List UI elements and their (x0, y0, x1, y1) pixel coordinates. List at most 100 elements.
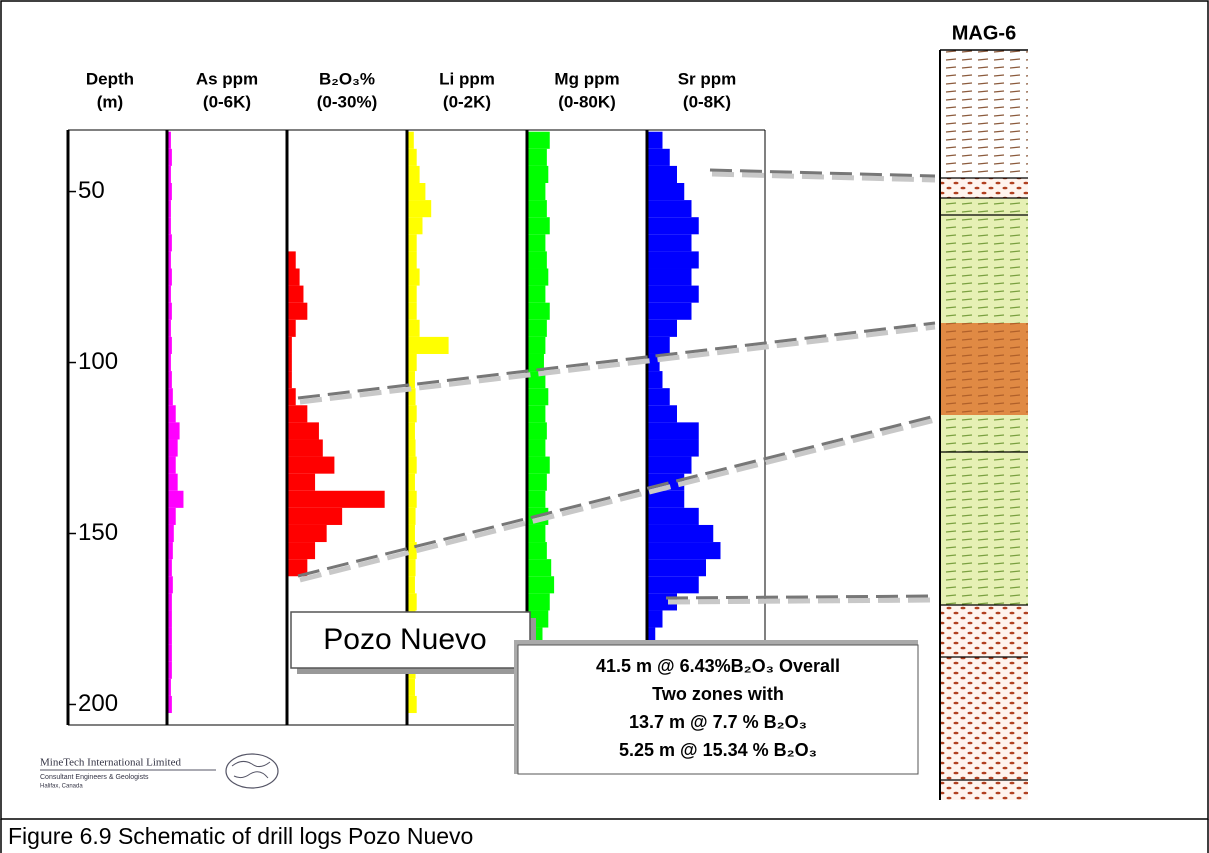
log-bar (528, 337, 545, 354)
legend-range: (0-80K) (558, 92, 616, 111)
log-bar (648, 251, 699, 268)
log-bar (408, 268, 420, 285)
log-bar (528, 405, 545, 422)
callout: Pozo Nuevo (323, 623, 486, 656)
log-bar (408, 234, 417, 251)
log-bar (408, 303, 417, 320)
logo-text: Halifax, Canada (40, 784, 83, 790)
log-bar (528, 320, 547, 337)
log-bar (528, 525, 545, 542)
annotation: 13.7 m @ 7.7 % B₂O₃ (629, 712, 807, 732)
logo-name: MineTech International Limited (40, 757, 181, 769)
log-bar (408, 149, 417, 166)
log-bar (288, 388, 296, 405)
log-bar (408, 320, 420, 337)
log-bar (648, 405, 677, 422)
log-bar (288, 286, 303, 303)
log-bar (288, 354, 292, 371)
annotation: 41.5 m @ 6.43%B₂O₃ Overall (596, 656, 840, 676)
log-bar (288, 525, 327, 542)
log-bar (408, 337, 449, 354)
page: {"chart_data":{"type":"well-log", "depth… (0, 0, 1209, 853)
log-bar (648, 303, 692, 320)
layer (940, 198, 1028, 323)
log-bar (168, 337, 172, 354)
log-bar (408, 200, 431, 217)
log-bar (408, 593, 417, 610)
log-bar (648, 559, 706, 576)
log-bar (408, 474, 415, 491)
legend-name: Mg ppm (554, 69, 619, 88)
log-bar (408, 542, 417, 559)
depth-label: Depth (86, 69, 134, 88)
log-bar (168, 422, 180, 439)
log-bar (528, 388, 548, 405)
log-bar (648, 200, 692, 217)
log-bar (648, 388, 670, 405)
log-bar (648, 525, 713, 542)
log-bar (408, 457, 417, 474)
column-title: MAG-6 (952, 22, 1016, 44)
log-bar (168, 474, 178, 491)
log-bar (408, 217, 423, 234)
log-bar (528, 422, 547, 439)
log-bar (528, 251, 547, 268)
legend-name: B₂O₃% (319, 69, 375, 88)
log-bar (408, 132, 414, 149)
log-bar (648, 542, 721, 559)
log-bar (168, 303, 172, 320)
log-bar (528, 542, 547, 559)
y-tick-label: 100 (78, 348, 118, 375)
log-bar (408, 286, 417, 303)
log-bar (168, 388, 173, 405)
annotation: Two zones with (652, 684, 784, 704)
log-bar (528, 474, 547, 491)
log-bar (528, 166, 548, 183)
log-bar (648, 183, 684, 200)
legend-range: (0-8K) (683, 92, 731, 111)
lithology-column: MAG-6 (940, 22, 1028, 800)
log-bar (648, 166, 677, 183)
log-bar (648, 457, 692, 474)
log-bar (648, 610, 663, 627)
log-bar (528, 491, 545, 508)
log-bar (168, 610, 172, 627)
log-bar (648, 268, 692, 285)
log-bar (168, 234, 172, 251)
log-bar (408, 679, 415, 696)
log-bar (648, 422, 699, 439)
log-bar (168, 645, 172, 662)
log-bar (168, 183, 172, 200)
log-bar (168, 696, 172, 713)
log-bar (288, 422, 319, 439)
legend-range: (0-30%) (317, 92, 377, 111)
log-bar (528, 132, 550, 149)
log-bar (288, 542, 315, 559)
log-bar (528, 200, 547, 217)
log-bar (408, 508, 416, 525)
annotation: 5.25 m @ 15.34 % B₂O₃ (619, 740, 817, 760)
log-bar (168, 628, 172, 645)
log-bar (168, 149, 172, 166)
log-bar (288, 251, 296, 268)
log-bar (408, 422, 415, 439)
caption: Figure 6.9 Schematic of drill logs Pozo … (8, 823, 473, 849)
y-tick-label: 150 (78, 519, 118, 546)
log-bar (288, 508, 342, 525)
log-bar (648, 320, 677, 337)
log-bar (168, 576, 173, 593)
log-bar (648, 371, 663, 388)
log-bar (528, 559, 551, 576)
log-bar (288, 337, 292, 354)
log-bar (528, 234, 545, 251)
log-bar (288, 405, 307, 422)
log-bar (168, 491, 183, 508)
legend-name: As ppm (196, 69, 258, 88)
legend-name: Sr ppm (678, 69, 737, 88)
layer (940, 178, 1028, 198)
y-tick-label: 50 (78, 177, 105, 204)
log-bar (288, 303, 307, 320)
log-bar (168, 525, 174, 542)
log-bar (168, 662, 172, 679)
log-bar (528, 286, 545, 303)
